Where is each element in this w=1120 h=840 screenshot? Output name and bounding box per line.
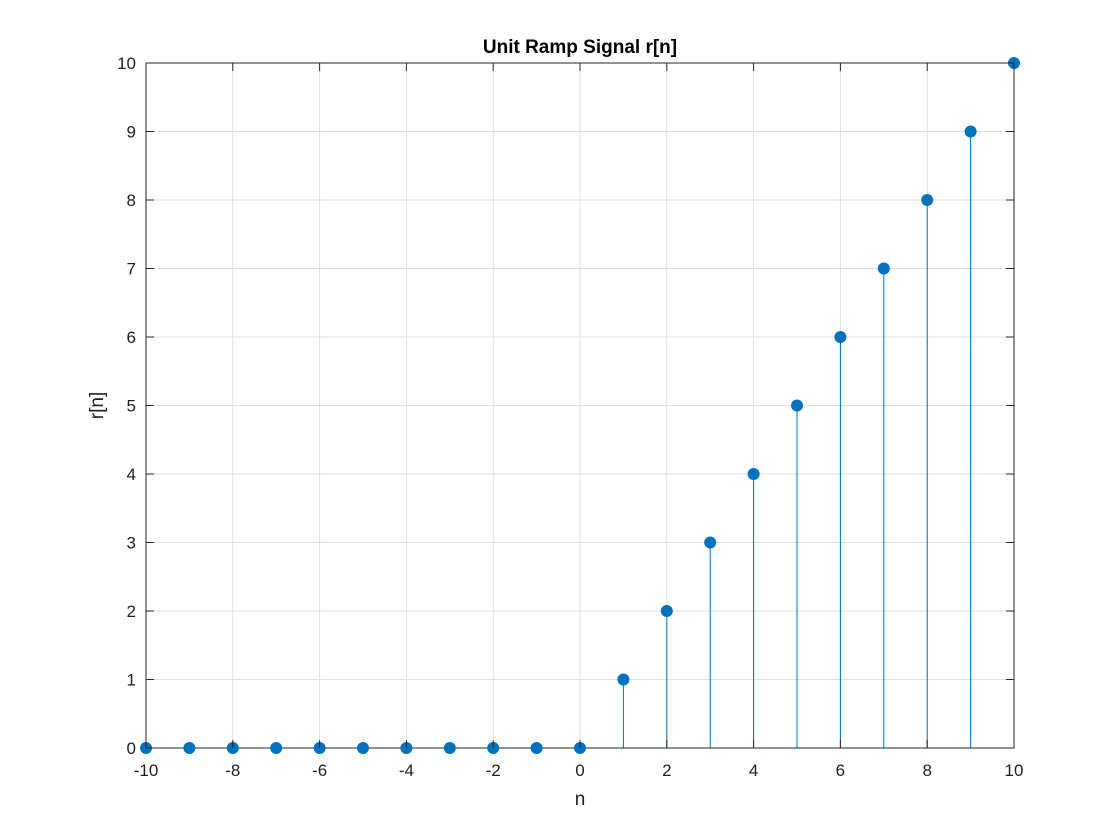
x-tick-label: -2 — [486, 761, 501, 780]
stem-marker — [921, 194, 934, 206]
plot-area — [140, 57, 1020, 754]
y-tick-label: 7 — [127, 260, 136, 279]
stem-marker — [357, 742, 369, 754]
y-tick-label: 1 — [127, 671, 136, 690]
stem-marker — [791, 399, 803, 412]
markers — [140, 57, 1020, 754]
stem-marker — [530, 742, 543, 754]
x-tick-label: 4 — [749, 761, 758, 780]
x-tick-label: -10 — [134, 761, 159, 780]
stem-marker — [834, 331, 847, 343]
y-tick-label: 3 — [127, 534, 136, 553]
stem-marker — [964, 125, 977, 138]
tick-marks — [145, 62, 1015, 749]
x-tick-label: -4 — [399, 761, 414, 780]
y-tick-label: 5 — [127, 397, 136, 416]
stem-marker — [183, 742, 196, 754]
y-axis-label: r[n] — [87, 392, 108, 419]
y-tick-label: 0 — [127, 739, 136, 758]
y-tick-label: 8 — [127, 191, 136, 210]
stem-marker — [877, 262, 890, 275]
y-tick-label: 2 — [127, 602, 136, 621]
x-axis-label: n — [575, 789, 586, 810]
x-tick-label: 2 — [662, 761, 671, 780]
y-tick-label: 9 — [127, 123, 136, 142]
y-tick-label: 4 — [127, 465, 136, 484]
x-tick-labels: -10 -8 -6 -4 -2 0 2 4 6 8 10 — [134, 761, 1024, 780]
x-tick-label: 8 — [922, 761, 931, 780]
x-tick-label: -6 — [312, 761, 327, 780]
stem-marker — [704, 536, 717, 549]
x-tick-label: -8 — [225, 761, 240, 780]
y-tick-labels: 0 1 2 3 4 5 6 7 8 9 10 — [117, 54, 136, 758]
stem-marker — [270, 742, 283, 754]
chart-title: Unit Ramp Signal r[n] — [483, 37, 677, 58]
stem-marker — [443, 742, 456, 754]
y-tick-label: 10 — [117, 54, 136, 73]
x-tick-label: 6 — [836, 761, 845, 780]
x-tick-label: 0 — [575, 761, 584, 780]
stem-marker — [660, 605, 673, 617]
x-tick-label: 10 — [1005, 761, 1024, 780]
stem-marker — [617, 673, 630, 686]
y-tick-label: 6 — [127, 328, 136, 347]
stem-marker — [747, 468, 760, 480]
